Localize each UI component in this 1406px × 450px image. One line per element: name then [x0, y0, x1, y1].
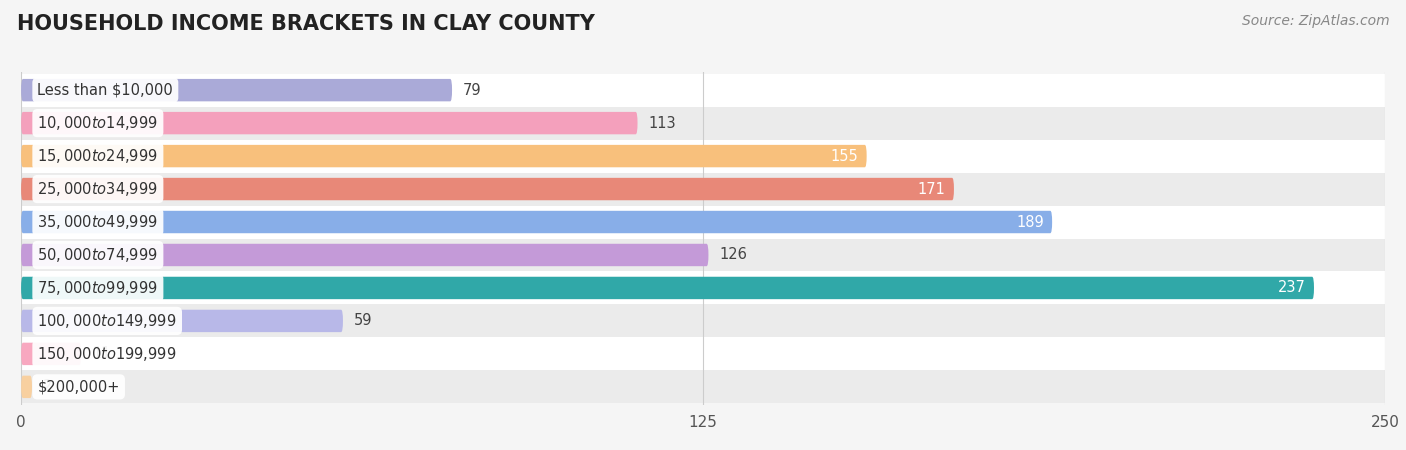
Text: $100,000 to $149,999: $100,000 to $149,999: [38, 312, 177, 330]
Bar: [0, 305, 1406, 338]
Bar: [0, 74, 1406, 107]
Text: 79: 79: [463, 83, 482, 98]
Text: 113: 113: [648, 116, 676, 130]
Text: Less than $10,000: Less than $10,000: [38, 83, 173, 98]
Text: 189: 189: [1017, 215, 1045, 230]
FancyBboxPatch shape: [21, 310, 343, 332]
FancyBboxPatch shape: [21, 244, 709, 266]
Text: $75,000 to $99,999: $75,000 to $99,999: [38, 279, 159, 297]
Text: 126: 126: [720, 248, 747, 262]
Text: $200,000+: $200,000+: [38, 379, 120, 394]
FancyBboxPatch shape: [21, 343, 82, 365]
FancyBboxPatch shape: [21, 112, 637, 134]
Text: $15,000 to $24,999: $15,000 to $24,999: [38, 147, 159, 165]
Text: Source: ZipAtlas.com: Source: ZipAtlas.com: [1241, 14, 1389, 27]
Text: HOUSEHOLD INCOME BRACKETS IN CLAY COUNTY: HOUSEHOLD INCOME BRACKETS IN CLAY COUNTY: [17, 14, 595, 33]
FancyBboxPatch shape: [21, 211, 1052, 233]
Bar: [0, 172, 1406, 206]
Bar: [0, 206, 1406, 238]
Text: $35,000 to $49,999: $35,000 to $49,999: [38, 213, 159, 231]
FancyBboxPatch shape: [21, 145, 866, 167]
FancyBboxPatch shape: [21, 178, 953, 200]
FancyBboxPatch shape: [21, 277, 1315, 299]
Bar: [0, 370, 1406, 403]
Bar: [0, 140, 1406, 172]
Text: $25,000 to $34,999: $25,000 to $34,999: [38, 180, 159, 198]
Bar: [0, 271, 1406, 305]
Text: 2: 2: [44, 379, 52, 394]
Text: 171: 171: [918, 181, 946, 197]
Text: 59: 59: [354, 314, 373, 328]
Text: 11: 11: [91, 346, 111, 361]
Bar: [0, 107, 1406, 140]
Bar: [0, 238, 1406, 271]
FancyBboxPatch shape: [21, 79, 453, 101]
Text: $10,000 to $14,999: $10,000 to $14,999: [38, 114, 159, 132]
Text: 237: 237: [1278, 280, 1306, 296]
Text: 155: 155: [831, 148, 859, 163]
Bar: [0, 338, 1406, 370]
FancyBboxPatch shape: [21, 376, 32, 398]
Text: $50,000 to $74,999: $50,000 to $74,999: [38, 246, 159, 264]
Text: $150,000 to $199,999: $150,000 to $199,999: [38, 345, 177, 363]
